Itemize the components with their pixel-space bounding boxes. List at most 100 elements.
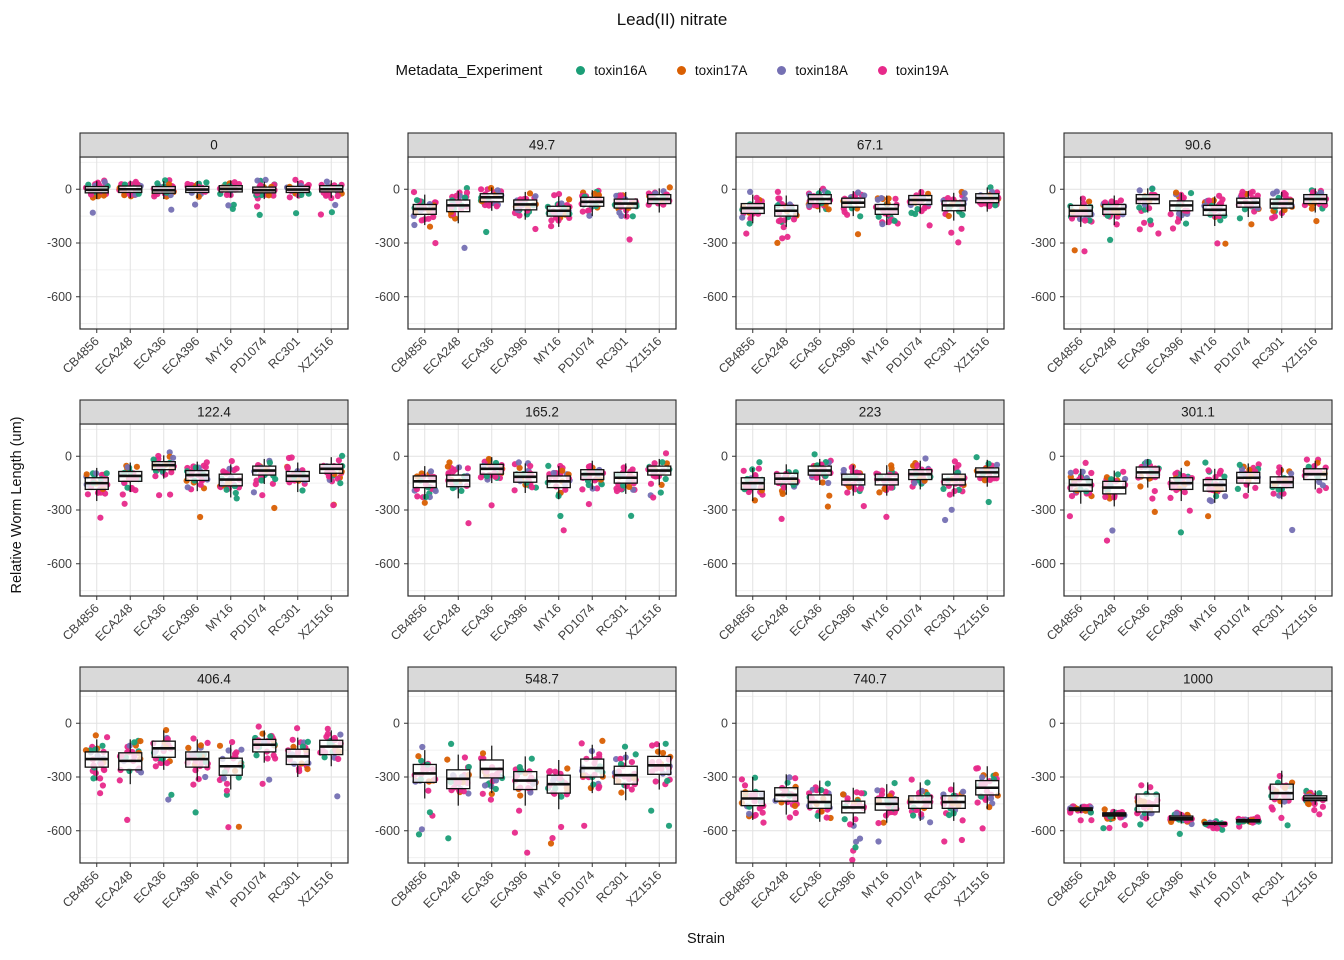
y-tick-label: -300 xyxy=(375,503,400,517)
data-point xyxy=(1248,221,1255,228)
data-point xyxy=(163,760,171,767)
data-point xyxy=(1122,475,1129,483)
data-point xyxy=(124,464,131,471)
data-point xyxy=(786,774,793,781)
data-point xyxy=(852,816,859,823)
x-axis-label: Strain xyxy=(687,931,725,947)
data-point xyxy=(323,733,330,740)
data-point xyxy=(258,477,265,484)
data-point xyxy=(426,809,433,816)
data-point xyxy=(190,781,197,788)
x-tick-label: PD1074 xyxy=(556,334,598,376)
facet-strip xyxy=(735,666,1005,692)
data-point xyxy=(857,213,864,220)
data-point xyxy=(223,787,230,794)
data-point xyxy=(1173,189,1180,196)
data-point xyxy=(626,236,633,243)
data-point xyxy=(648,807,655,814)
data-point xyxy=(292,176,299,183)
data-point xyxy=(238,746,245,753)
x-tick-label: PD1074 xyxy=(228,334,270,376)
x-tick-label: ECA396 xyxy=(816,601,859,644)
boxplots xyxy=(84,730,344,790)
data-point xyxy=(784,779,791,786)
x-tick-label: ECA248 xyxy=(421,601,464,644)
data-point xyxy=(296,768,303,775)
x-tick-label: XZ1516 xyxy=(1280,334,1321,375)
data-point xyxy=(813,474,820,481)
data-point xyxy=(780,484,788,491)
data-point xyxy=(775,218,783,225)
x-tick-label: XZ1516 xyxy=(624,601,665,642)
data-point xyxy=(266,459,273,466)
data-point xyxy=(465,790,472,797)
data-point xyxy=(1100,825,1107,832)
data-point xyxy=(131,739,138,746)
facet-strip-label: 406.4 xyxy=(197,672,231,687)
data-point xyxy=(844,211,851,218)
legend-item-toxin19A: toxin19A xyxy=(877,63,948,78)
data-point xyxy=(284,464,291,471)
data-point xyxy=(1067,469,1074,476)
data-point xyxy=(304,766,311,773)
data-point xyxy=(223,486,230,493)
data-point xyxy=(811,451,818,458)
data-point xyxy=(524,849,531,856)
data-point xyxy=(325,473,332,480)
y-tick-label: 0 xyxy=(65,716,72,730)
data-point xyxy=(427,468,435,475)
data-point xyxy=(844,795,851,802)
data-point xyxy=(168,206,175,213)
data-point xyxy=(233,495,240,502)
data-point xyxy=(516,212,523,219)
data-point xyxy=(857,485,864,492)
data-point xyxy=(658,481,665,488)
data-point xyxy=(1216,192,1223,199)
data-point xyxy=(461,244,468,251)
data-point xyxy=(216,742,224,749)
data-point xyxy=(755,465,763,472)
data-point xyxy=(922,455,929,462)
legend: Metadata_Experiment toxin16A toxin17A to… xyxy=(0,62,1344,79)
data-point xyxy=(823,814,830,821)
data-point xyxy=(458,487,465,494)
data-point xyxy=(465,763,472,771)
data-point xyxy=(192,809,199,816)
data-point xyxy=(559,467,566,474)
data-point xyxy=(659,749,667,757)
facet-strip xyxy=(407,399,677,425)
data-point xyxy=(875,838,882,845)
data-point xyxy=(330,502,337,509)
data-point xyxy=(101,178,108,185)
facet-strip-label: 740.7 xyxy=(853,672,887,687)
data-point xyxy=(445,835,452,842)
x-tick-label: XZ1516 xyxy=(1280,868,1321,909)
data-point xyxy=(511,829,518,836)
x-tick-label: ECA248 xyxy=(749,334,792,377)
data-point xyxy=(760,819,767,826)
data-point xyxy=(334,793,341,800)
facet-strip xyxy=(735,399,1005,425)
x-tick-label: ECA396 xyxy=(816,868,859,911)
data-point xyxy=(825,206,832,213)
data-point xyxy=(759,809,766,816)
legend-label: toxin17A xyxy=(694,63,748,78)
data-point xyxy=(650,494,657,501)
data-point xyxy=(190,735,197,742)
data-point xyxy=(824,503,832,510)
data-point xyxy=(421,499,428,506)
toxin16A-dot xyxy=(576,66,586,75)
x-tick-label: ECA248 xyxy=(93,334,136,377)
data-point xyxy=(461,754,468,761)
data-point xyxy=(1270,490,1277,497)
data-point xyxy=(598,481,605,488)
boxplots xyxy=(412,457,672,500)
data-point xyxy=(818,787,825,794)
data-point xyxy=(618,212,625,219)
data-point xyxy=(1205,513,1212,520)
data-point xyxy=(1187,190,1195,197)
facet-strip xyxy=(79,132,349,158)
toxin18A-dot xyxy=(777,66,787,75)
